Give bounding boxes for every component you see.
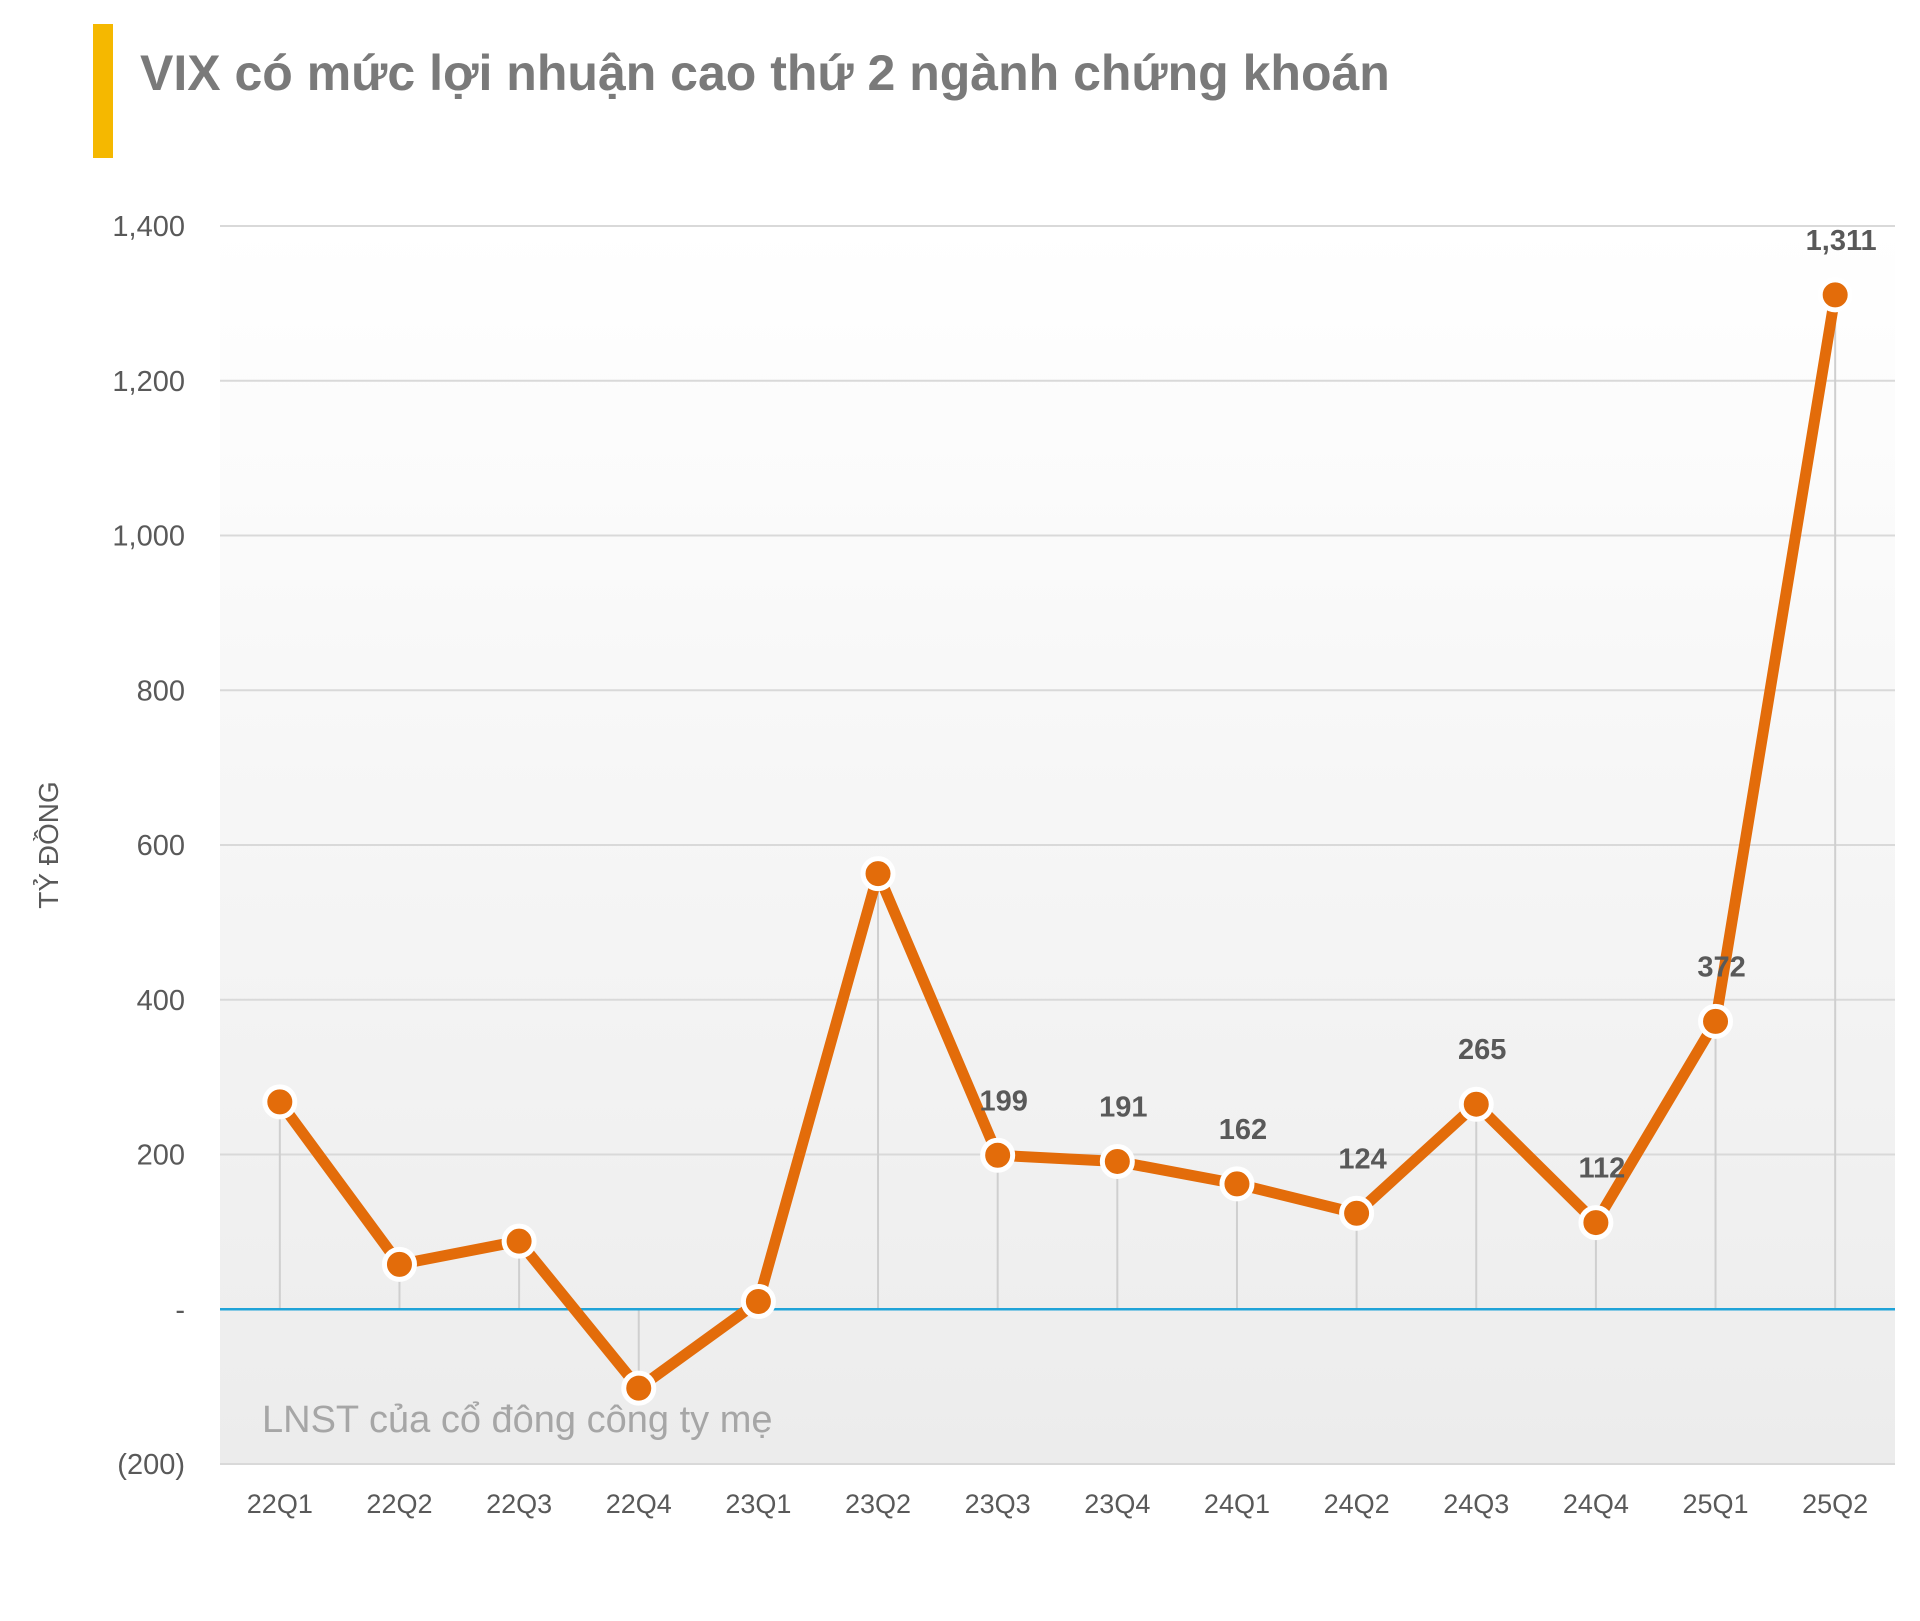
data-point	[980, 1137, 1016, 1173]
x-tick-label: 22Q2	[366, 1489, 432, 1519]
data-point	[1698, 1003, 1734, 1039]
title-accent-bar	[93, 24, 113, 158]
data-label: 124	[1338, 1143, 1386, 1175]
data-point	[1099, 1143, 1135, 1179]
x-tick-label: 25Q2	[1802, 1489, 1868, 1519]
data-label: 265	[1458, 1034, 1506, 1066]
data-point	[262, 1084, 298, 1120]
data-point	[1339, 1195, 1375, 1231]
x-tick-label: 22Q3	[486, 1489, 552, 1519]
data-point	[1219, 1166, 1255, 1202]
data-label: 1,311	[1806, 225, 1877, 257]
x-tick-label: 22Q1	[247, 1489, 313, 1519]
y-tick-label: 1,400	[112, 211, 185, 243]
data-point	[501, 1223, 537, 1259]
data-point	[1578, 1205, 1614, 1241]
x-tick-label: 24Q3	[1443, 1489, 1509, 1519]
y-tick-label: 1,000	[112, 521, 185, 553]
data-point	[1458, 1086, 1494, 1122]
x-tick-label: 23Q1	[725, 1489, 791, 1519]
x-tick-label: 23Q3	[965, 1489, 1031, 1519]
y-axis-label: TỶ ĐỒNG	[32, 781, 64, 909]
y-tick-label: 800	[137, 675, 185, 707]
y-tick-label: 400	[137, 985, 185, 1017]
x-tick-label: 25Q1	[1683, 1489, 1749, 1519]
x-tick-label: 24Q4	[1563, 1489, 1629, 1519]
data-label: 372	[1697, 951, 1745, 983]
y-tick-label: 200	[137, 1140, 185, 1172]
y-tick-label: 600	[137, 830, 185, 862]
x-tick-label: 24Q1	[1204, 1489, 1270, 1519]
series-line	[274, 289, 1841, 1394]
data-label: 112	[1578, 1153, 1625, 1185]
data-label: 191	[1099, 1091, 1147, 1123]
x-tick-label: 24Q2	[1324, 1489, 1390, 1519]
data-point	[381, 1246, 417, 1282]
y-tick-label: (200)	[117, 1449, 185, 1481]
y-tick-label: -	[175, 1294, 185, 1326]
data-point	[1817, 277, 1853, 313]
data-point	[860, 856, 896, 892]
x-tick-label: 23Q2	[845, 1489, 911, 1519]
x-tick-label: 22Q4	[606, 1489, 672, 1519]
data-point	[621, 1370, 657, 1406]
data-label: 162	[1219, 1114, 1267, 1146]
data-point	[740, 1284, 776, 1320]
data-label: 199	[979, 1085, 1027, 1117]
x-tick-label: 23Q4	[1084, 1489, 1150, 1519]
series-annotation: LNST của cổ đông công ty mẹ	[262, 1399, 772, 1441]
y-tick-label: 1,200	[112, 366, 185, 398]
chart-title: VIX có mức lợi nhuận cao thứ 2 ngành chứ…	[140, 45, 1390, 101]
